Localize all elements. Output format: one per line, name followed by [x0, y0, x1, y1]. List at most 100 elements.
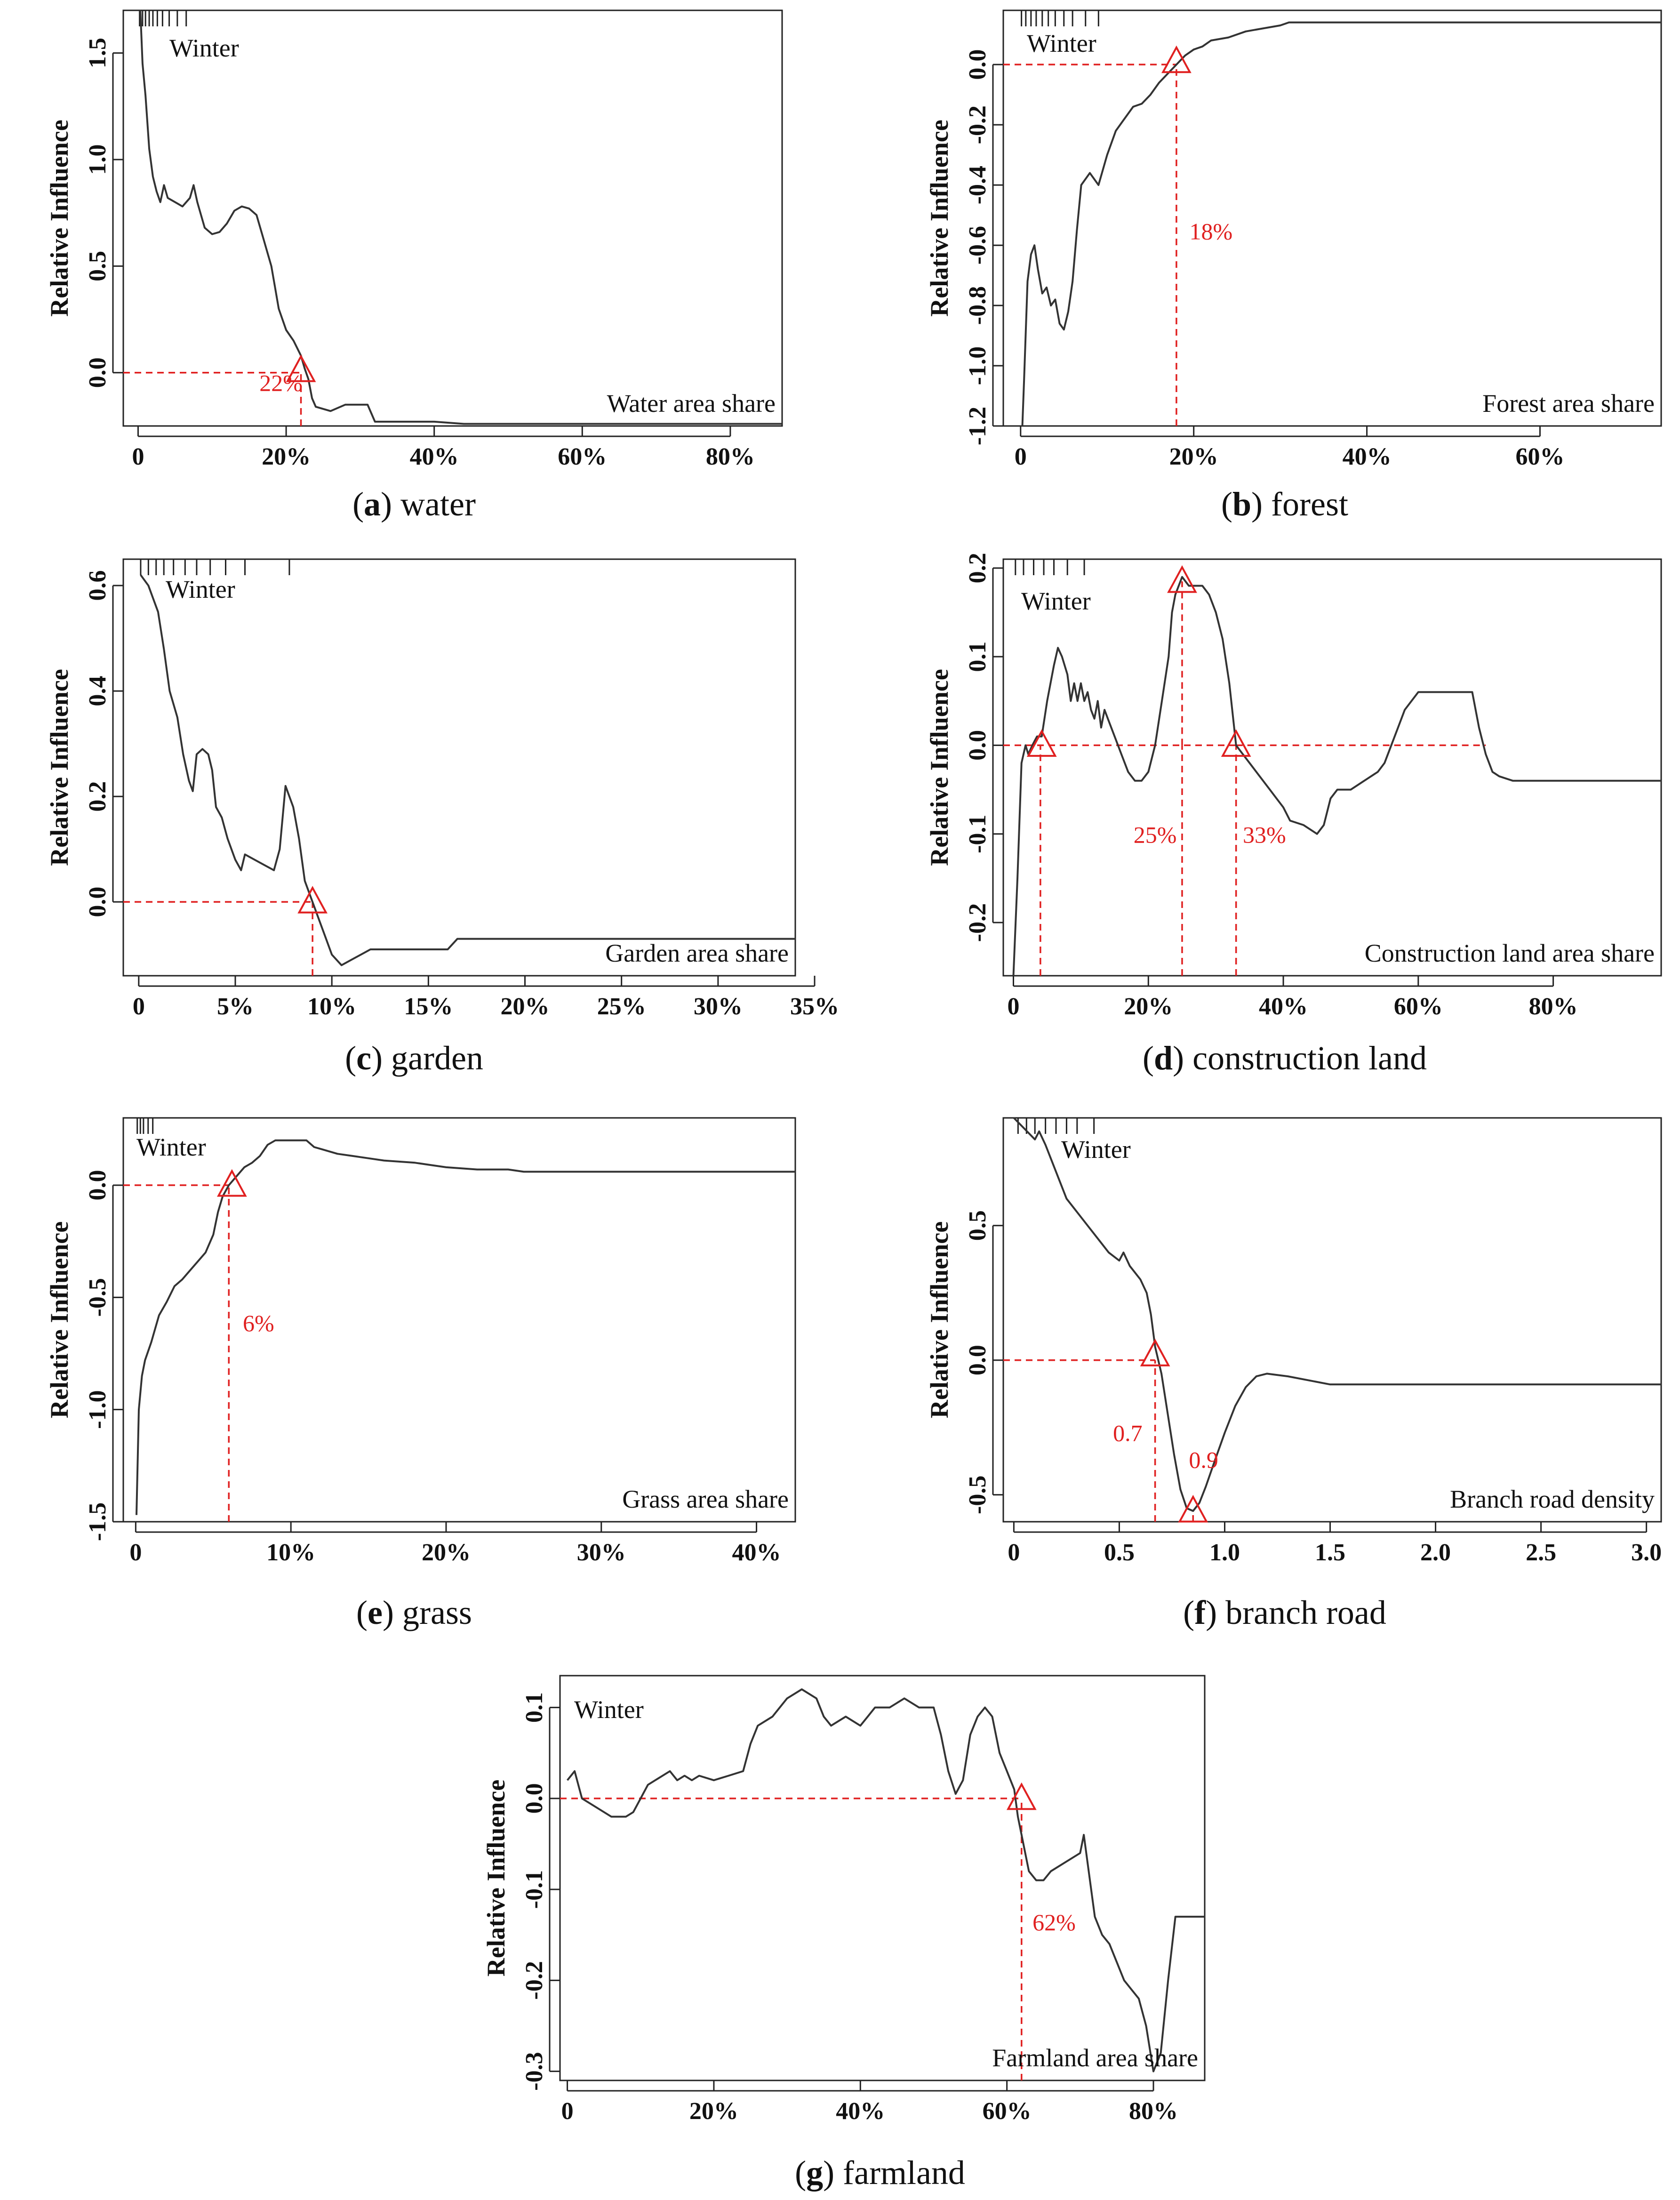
y-axis-title: Relative Influence	[45, 669, 73, 866]
threshold-label: 22%	[259, 369, 303, 396]
threshold-triangle-marker	[216, 1169, 247, 1197]
y-tick-label: 0.0	[84, 887, 111, 917]
x-variable-label: Farmland area share	[992, 2044, 1198, 2072]
season-label: Winter	[1027, 29, 1096, 57]
threshold-triangle-marker	[1140, 1339, 1170, 1366]
x-tick-label: 0	[133, 993, 145, 1020]
influence-curve	[567, 1688, 1205, 2072]
chart-panel-f: -0.5 0.0 0.5 0 0.5 1.0 1.5 2.0 2.5 3.0 Relative In…	[925, 1117, 1662, 1631]
x-tick-label: 80%	[706, 443, 755, 470]
x-tick-label: 10%	[307, 993, 356, 1020]
caption-letter: f	[1194, 1594, 1206, 1631]
influence-curve	[1021, 21, 1661, 426]
y-tick-label: -0.4	[964, 166, 991, 204]
caption-close-paren: )	[381, 485, 400, 523]
caption-letter: e	[368, 1594, 383, 1631]
influence-curve	[1012, 576, 1661, 976]
panel-caption: (d) construction land	[1143, 1039, 1427, 1077]
plot-frame	[1002, 558, 1662, 977]
caption-text: forest	[1271, 485, 1348, 523]
plot-frame	[559, 1675, 1206, 2081]
caption-open-paren: (	[1143, 1039, 1154, 1077]
caption-letter: d	[1154, 1039, 1173, 1077]
caption-close-paren: )	[371, 1039, 391, 1077]
x-tick-label: 0	[561, 2098, 574, 2125]
threshold-triangle-marker	[297, 885, 328, 914]
threshold-triangle-marker	[1167, 565, 1197, 593]
season-label: Winter	[136, 1133, 206, 1161]
season-label: Winter	[166, 575, 235, 603]
x-variable-label: Water area share	[607, 389, 776, 418]
y-axis-title: Relative Influence	[482, 1780, 510, 1976]
y-tick-label: -1.2	[964, 407, 991, 445]
x-tick-label: 15%	[404, 993, 453, 1020]
y-tick-label: -0.3	[521, 2052, 548, 2091]
threshold-label: 25%	[1134, 822, 1177, 848]
y-tick-label: -1.0	[84, 1390, 111, 1429]
x-variable-label: Construction land area share	[1365, 939, 1655, 967]
plot-frame	[1002, 9, 1662, 427]
y-tick-label: 0.0	[84, 357, 111, 388]
y-tick-label: -1.5	[84, 1502, 111, 1541]
y-tick-label: 0.5	[964, 1210, 991, 1241]
threshold-label: 0.9	[1189, 1447, 1218, 1473]
x-tick-label: 60%	[558, 443, 607, 470]
x-tick-label: 80%	[1529, 993, 1578, 1020]
panel-caption: (g) farmland	[795, 2154, 965, 2192]
x-tick-label: 25%	[597, 993, 646, 1020]
influence-curve	[1013, 1117, 1661, 1512]
threshold-triangle-marker	[286, 354, 316, 382]
caption-text: branch road	[1225, 1594, 1386, 1631]
y-tick-label: 0.4	[84, 676, 111, 707]
y-tick-label: -0.2	[964, 105, 991, 144]
chart-panel-e: -1.5 -1.0 -0.5 0.0 0 10% 20% 30% 40% Relative Inf…	[45, 1117, 796, 1631]
caption-text: construction land	[1192, 1039, 1427, 1077]
panel-caption: (e) grass	[356, 1594, 472, 1631]
panel-caption: (c) garden	[345, 1039, 483, 1077]
caption-text: grass	[402, 1594, 472, 1631]
x-tick-label: 20%	[262, 443, 311, 470]
plot-frame	[1002, 1117, 1662, 1523]
x-tick-label: 20%	[1124, 993, 1173, 1020]
caption-letter: g	[806, 2154, 823, 2192]
threshold-label: 33%	[1243, 822, 1286, 848]
caption-open-paren: (	[352, 485, 364, 523]
panel-caption: (a) water	[352, 485, 476, 523]
y-tick-label: -0.1	[521, 1870, 548, 1909]
x-tick-label: 20%	[501, 993, 550, 1020]
y-axis-title: Relative Influence	[925, 1221, 953, 1418]
y-tick-label: 0.2	[84, 781, 111, 812]
y-tick-label: -0.5	[84, 1278, 111, 1317]
y-axis-title: Relative Influence	[45, 1221, 73, 1418]
y-tick-label: 1.0	[84, 144, 111, 175]
threshold-label: 62%	[1032, 1909, 1076, 1935]
caption-text: farmland	[843, 2154, 965, 2192]
y-tick-label: -0.2	[964, 903, 991, 942]
x-variable-label: Branch road density	[1450, 1485, 1655, 1513]
y-tick-label: 0.6	[84, 570, 111, 601]
plot-frame	[122, 558, 796, 977]
season-label: Winter	[169, 34, 239, 62]
x-tick-label: 40%	[836, 2098, 885, 2125]
x-tick-label: 2.0	[1420, 1539, 1451, 1566]
caption-close-paren: )	[823, 2154, 843, 2192]
threshold-triangle-marker	[1178, 1494, 1208, 1523]
caption-open-paren: (	[356, 1594, 368, 1631]
x-tick-label: 30%	[694, 993, 743, 1020]
x-tick-label: 10%	[266, 1539, 315, 1566]
plot-frame	[122, 1117, 796, 1523]
y-tick-label: -1.0	[964, 346, 991, 385]
chart-panel-d: -0.2 -0.1 0.0 0.1 0.2 0 20% 40% 60% 80% Relative I…	[925, 553, 1662, 1077]
caption-close-paren: )	[1251, 485, 1271, 523]
caption-close-paren: )	[1173, 1039, 1192, 1077]
y-tick-label: -0.2	[521, 1961, 548, 1999]
x-tick-label: 40%	[732, 1539, 781, 1566]
x-tick-label: 80%	[1129, 2098, 1178, 2125]
caption-letter: c	[356, 1039, 371, 1077]
caption-text: garden	[391, 1039, 483, 1077]
y-tick-label: 1.5	[84, 38, 111, 68]
caption-letter: a	[364, 485, 381, 523]
x-variable-label: Forest area share	[1482, 389, 1655, 418]
caption-letter: b	[1232, 485, 1251, 523]
